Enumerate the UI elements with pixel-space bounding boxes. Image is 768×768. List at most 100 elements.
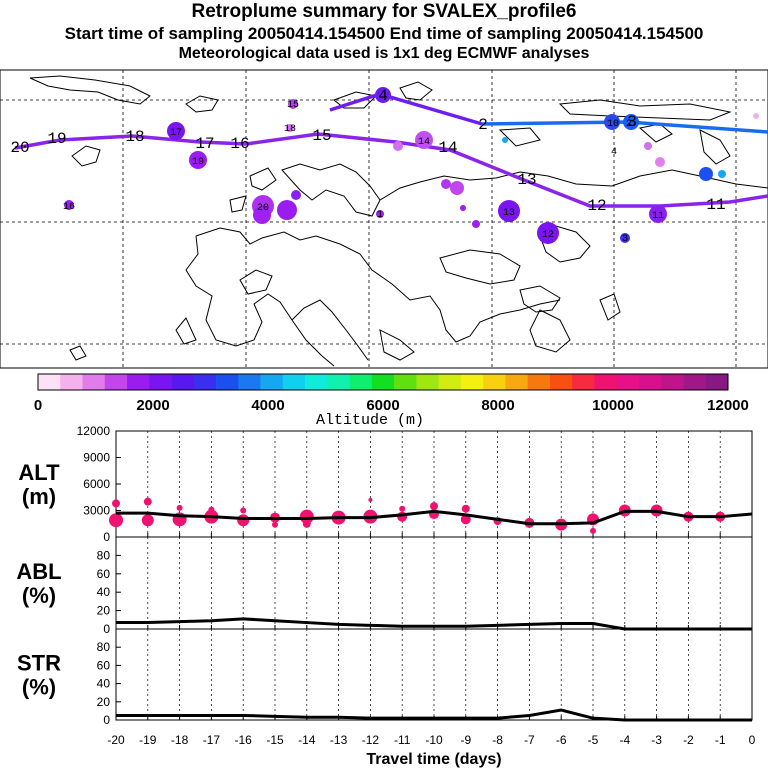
y-tick-label: 80: [97, 548, 111, 562]
altitude-cluster-point: [240, 507, 247, 514]
track-day-label: 4: [378, 87, 388, 105]
x-tick-label: -13: [330, 733, 348, 747]
colorbar-label: Altitude (m): [316, 412, 424, 429]
colorbar-tick-label: 0: [34, 397, 42, 414]
y-tick-label: 40: [97, 677, 111, 691]
colorbar-cell: [638, 374, 662, 390]
cluster-day-label: 19: [192, 157, 204, 168]
cluster-blob: [498, 200, 520, 222]
track-day-label: 14: [438, 139, 457, 157]
panel-abl: 0 20 40 60 80 ABL(%): [16, 536, 753, 636]
x-tick-label: -20: [107, 733, 125, 747]
cluster-day-label: 14: [418, 137, 430, 148]
track-day-label: 3: [627, 113, 637, 131]
colorbar-cell: [394, 374, 417, 390]
panel-ylabel: STR: [17, 651, 61, 676]
y-tick-label: 60: [97, 658, 111, 672]
altitude-cluster-point: [299, 509, 314, 524]
y-tick-label: 0: [103, 713, 110, 727]
y-tick-label: 20: [97, 604, 111, 618]
cluster-day-label: 16: [63, 202, 75, 213]
colorbar-cell: [705, 374, 729, 390]
x-tick-label: -17: [203, 733, 221, 747]
y-tick-label: 80: [97, 640, 111, 654]
track-day-label: 18: [125, 128, 144, 146]
colorbar-cell: [460, 374, 484, 390]
cluster-blob: [393, 141, 403, 151]
colorbar-cell: [594, 374, 618, 390]
x-tick-label: -5: [588, 733, 599, 747]
colorbar-cell: [149, 374, 172, 390]
x-tick-label: -9: [460, 733, 471, 747]
altitude-cluster-point: [461, 504, 470, 513]
cluster-blob: [644, 142, 652, 150]
x-tick-label: -4: [619, 733, 630, 747]
cluster-blob: [460, 205, 466, 211]
x-tick-label: -19: [139, 733, 157, 747]
y-tick-label: 20: [97, 695, 111, 709]
colorbar-cell: [38, 374, 61, 390]
y-tick-label: 12000: [77, 424, 111, 438]
cluster-day-label: 11: [652, 211, 664, 222]
y-tick-label: 0: [103, 530, 110, 544]
colorbar-cell: [127, 374, 150, 390]
y-tick-label: 0: [103, 622, 110, 636]
x-tick-label: -8: [492, 733, 503, 747]
cluster-blob: [375, 87, 391, 103]
colorbar-cell: [416, 374, 439, 390]
colorbar-tick-label: 2000: [136, 397, 169, 414]
x-tick-label: -18: [171, 733, 189, 747]
cluster-blob: [623, 114, 639, 130]
cluster-blob: [472, 220, 480, 228]
cluster-blob: [376, 210, 384, 218]
panel-ylabel-unit: (%): [22, 583, 56, 608]
x-tick-label: -7: [524, 733, 535, 747]
cluster-blob: [502, 137, 508, 143]
panel-ylabel: ALT: [18, 460, 60, 485]
colorbar-cell: [349, 374, 373, 390]
cluster-blob: [64, 200, 74, 210]
cluster-blob: [649, 205, 667, 223]
cluster-day-label: 12: [542, 230, 554, 241]
colorbar-cell: [238, 374, 261, 390]
altitude-cluster-point: [272, 521, 278, 528]
panel-str: 0 20 40 60 80 STR(%): [17, 628, 753, 727]
altitude-cluster-point: [176, 504, 183, 511]
track-day-label: 16: [230, 135, 249, 153]
chart-title: Retroplume summary for SVALEX_profile6: [191, 1, 577, 22]
cluster-blob: [286, 124, 294, 132]
track-day-label: 11: [706, 196, 725, 214]
cluster-day-label: 13: [503, 208, 515, 219]
panel-alt: 0 3000 6000 9000 12000 ALT(m): [18, 424, 753, 544]
track-day-label: 2: [478, 116, 488, 134]
colorbar-tick-label: 6000: [366, 397, 399, 414]
map-frame: [0, 69, 768, 369]
colorbar-cell: [104, 374, 128, 390]
altitude-cluster-point: [399, 505, 406, 512]
cluster-blob: [253, 206, 271, 224]
y-tick-label: 3000: [83, 504, 110, 518]
colorbar-tick-label: 12000: [707, 397, 749, 414]
altitude-cluster-point: [237, 514, 250, 527]
cluster-day-label: 4: [611, 147, 617, 158]
cluster-day-label: 2: [626, 119, 632, 130]
x-tick-label: -16: [235, 733, 253, 747]
cluster-day-label: 20: [257, 203, 269, 214]
sampling-time-subtitle: Start time of sampling 20050414.154500 E…: [64, 24, 704, 43]
cluster-blob: [604, 114, 620, 130]
altitude-mean-line: [116, 509, 753, 526]
y-tick-label: 60: [97, 567, 111, 581]
colorbar-cell: [60, 374, 83, 390]
y-tick-label: 9000: [83, 451, 110, 465]
colorbar-cell: [549, 374, 573, 390]
colorbar-cell: [683, 374, 707, 390]
x-tick-label: 0: [749, 733, 756, 747]
cluster-day-label: 17: [170, 128, 182, 139]
colorbar-cell: [305, 374, 328, 390]
colorbar-cell: [572, 374, 595, 390]
cluster-blob: [537, 222, 559, 244]
altitude-cluster-point: [112, 499, 120, 508]
coastlines: [29, 75, 768, 367]
